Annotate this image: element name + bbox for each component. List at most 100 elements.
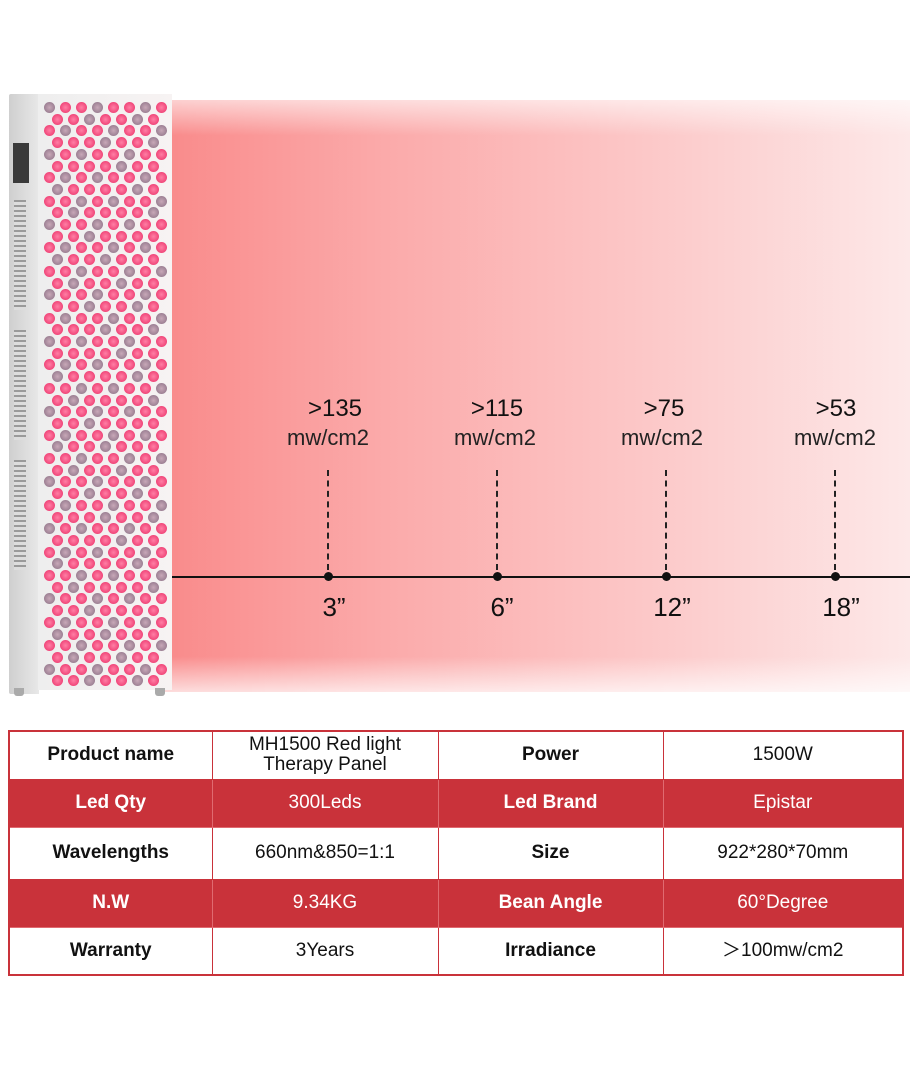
led-bulb bbox=[44, 219, 55, 230]
led-bulb bbox=[52, 534, 63, 546]
led-bulb bbox=[156, 593, 167, 605]
led-bulb bbox=[156, 336, 167, 347]
led-bulb bbox=[68, 605, 79, 617]
led-bulb bbox=[116, 628, 127, 640]
spec-key: Warranty bbox=[8, 926, 213, 976]
led-bulb bbox=[116, 651, 127, 663]
led-bulb bbox=[52, 441, 63, 453]
spec-key: Bean Angle bbox=[437, 878, 664, 928]
led-bulb bbox=[108, 219, 119, 230]
led-bulb bbox=[156, 195, 167, 207]
led-bulb bbox=[140, 359, 151, 371]
led-bulb bbox=[124, 219, 135, 230]
led-bulb bbox=[92, 546, 103, 558]
led-bulb bbox=[148, 324, 159, 336]
led-bulb bbox=[132, 558, 143, 570]
led-bulb bbox=[52, 207, 63, 219]
led-bulb bbox=[60, 242, 71, 254]
led-bulb bbox=[124, 102, 135, 113]
led-bulb bbox=[108, 382, 119, 394]
led-bulb bbox=[60, 219, 71, 230]
led-bulb bbox=[100, 324, 111, 336]
led-bulb bbox=[84, 581, 95, 593]
led-bulb bbox=[76, 429, 87, 441]
led-bulb bbox=[68, 160, 79, 172]
led-bulb bbox=[108, 429, 119, 441]
led-bulb bbox=[148, 511, 159, 523]
spec-key: Led Brand bbox=[437, 778, 664, 828]
led-bulb bbox=[44, 616, 55, 628]
spec-row: Warranty 3Years Irradiance ＞100mw/cm2 bbox=[8, 926, 904, 976]
led-bulb bbox=[44, 242, 55, 254]
led-bulb bbox=[44, 640, 55, 652]
led-bulb bbox=[68, 558, 79, 570]
led-bulb bbox=[124, 382, 135, 394]
led-bulb bbox=[156, 476, 167, 488]
led-bulb bbox=[76, 406, 87, 418]
led-bulb bbox=[76, 663, 87, 675]
vent-grille bbox=[14, 460, 26, 570]
distance-point bbox=[831, 572, 840, 581]
led-bulb bbox=[76, 476, 87, 488]
distance-label: 6” bbox=[490, 592, 514, 622]
led-bulb bbox=[140, 523, 151, 535]
led-bulb bbox=[140, 172, 151, 184]
led-bulb bbox=[68, 441, 79, 453]
led-bulb bbox=[44, 195, 55, 207]
led-bulb bbox=[148, 534, 159, 546]
led-bulb bbox=[84, 230, 95, 242]
led-bulb bbox=[132, 230, 143, 242]
led-bulb bbox=[100, 137, 111, 149]
led-bulb bbox=[108, 593, 119, 605]
led-bulb bbox=[68, 254, 79, 266]
led-bulb bbox=[60, 616, 71, 628]
led-bulb bbox=[76, 359, 87, 371]
led-bulb bbox=[92, 242, 103, 254]
spec-row: Wavelengths 660nm&850=1:1 Size 922*280*7… bbox=[8, 826, 904, 880]
led-bulb bbox=[124, 640, 135, 652]
led-bulb bbox=[140, 546, 151, 558]
led-bulb bbox=[108, 102, 119, 113]
led-bulb bbox=[84, 605, 95, 617]
led-bulb bbox=[84, 534, 95, 546]
led-bulb bbox=[100, 675, 111, 687]
led-bulb bbox=[68, 324, 79, 336]
irradiance-value: >115 bbox=[470, 395, 524, 422]
spec-row: Led Qty 300Leds Led Brand Epistar bbox=[8, 778, 904, 828]
led-bulb bbox=[156, 265, 167, 277]
led-bulb bbox=[132, 324, 143, 336]
led-bulb bbox=[92, 172, 103, 184]
led-bulb bbox=[60, 570, 71, 581]
led-bulb bbox=[84, 488, 95, 500]
led-bulb bbox=[68, 277, 79, 289]
led-bulb bbox=[52, 558, 63, 570]
led-bulb bbox=[76, 125, 87, 137]
led-bulb bbox=[156, 499, 167, 511]
led-bulb bbox=[52, 464, 63, 476]
led-bulb bbox=[132, 371, 143, 383]
led-bulb bbox=[124, 265, 135, 277]
led-bulb bbox=[52, 324, 63, 336]
led-bulb bbox=[52, 651, 63, 663]
led-bulb bbox=[76, 499, 87, 511]
led-bulb bbox=[140, 265, 151, 277]
led-bulb bbox=[60, 476, 71, 488]
led-bulb bbox=[44, 289, 55, 301]
led-bulb bbox=[156, 125, 167, 137]
led-bulb bbox=[140, 640, 151, 652]
led-bulb bbox=[148, 230, 159, 242]
led-bulb bbox=[44, 546, 55, 558]
led-bulb bbox=[116, 675, 127, 687]
spec-value: 1500W bbox=[662, 730, 904, 780]
led-bulb bbox=[156, 359, 167, 371]
led-bulb bbox=[76, 312, 87, 324]
distance-point bbox=[662, 572, 671, 581]
led-bulb bbox=[60, 289, 71, 301]
led-bulb bbox=[124, 359, 135, 371]
spec-key: Power bbox=[437, 730, 664, 780]
led-bulb bbox=[100, 464, 111, 476]
led-bulb bbox=[156, 546, 167, 558]
led-bulb bbox=[124, 195, 135, 207]
spec-value: 3Years bbox=[211, 926, 439, 976]
led-bulb bbox=[76, 640, 87, 652]
